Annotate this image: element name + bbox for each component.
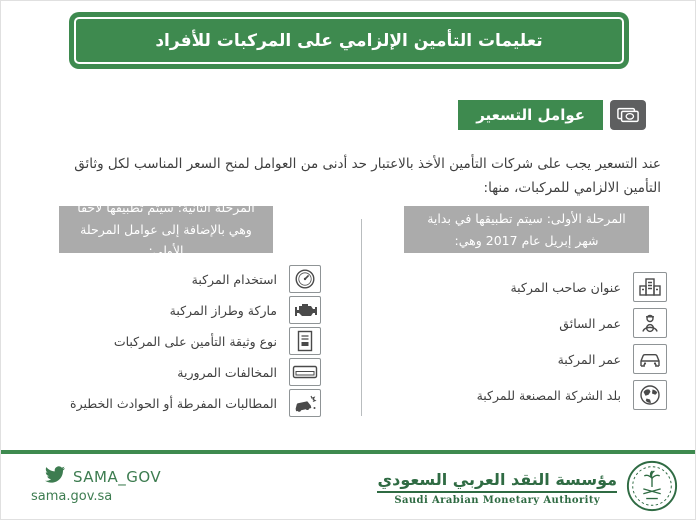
twitter-icon	[45, 466, 65, 487]
list-item: بلد الشركة المصنعة للمركبة	[367, 380, 667, 410]
phase-two-header: المرحلة الثانية: سيتم تطبيقها لاحقاً وهي…	[59, 200, 273, 258]
twitter-handle[interactable]: SAMA_GOV	[73, 467, 162, 486]
factor-label: المخالفات المرورية	[177, 364, 277, 380]
list-item: المطالبات المفرطة أو الحوادث الخطيرة	[21, 389, 321, 417]
page-title: تعليمات التأمين الإلزامي على المركبات لل…	[74, 17, 624, 64]
globe-icon	[633, 380, 667, 410]
factor-label: المطالبات المفرطة أو الحوادث الخطيرة	[70, 395, 277, 411]
section-label: عوامل التسعير	[458, 100, 603, 130]
factor-label: عمر السائق	[559, 315, 621, 331]
car-icon	[633, 344, 667, 374]
list-item: عنوان صاحب المركبة	[367, 272, 667, 302]
building-icon	[633, 272, 667, 302]
document-icon	[289, 327, 321, 355]
list-item: عمر السائق	[367, 308, 667, 338]
website-link[interactable]: sama.gov.sa	[31, 489, 113, 504]
list-item: استخدام المركبة	[21, 265, 321, 293]
factor-label: عمر المركبة	[557, 351, 621, 367]
phase-two-list: استخدام المركبة ماركة وطراز المركبة نوع …	[21, 265, 321, 420]
driver-icon	[633, 308, 667, 338]
sama-emblem-icon	[625, 459, 679, 517]
org-name-arabic: مؤسسة النقد العربي السعودي	[377, 470, 617, 489]
social-block: SAMA_GOV sama.gov.sa	[31, 466, 161, 504]
phase-one-header: المرحلة الأولى: سيتم تطبيقها في بداية شه…	[404, 206, 649, 253]
org-name-english: Saudi Arabian Monetary Authority	[377, 491, 617, 506]
factor-label: استخدام المركبة	[191, 271, 277, 287]
sama-logo: مؤسسة النقد العربي السعودي Saudi Arabian…	[377, 459, 679, 517]
engine-icon	[289, 296, 321, 324]
pricing-factors-section: عوامل التسعير	[458, 100, 646, 130]
factor-label: بلد الشركة المصنعة للمركبة	[476, 387, 621, 403]
factor-label: عنوان صاحب المركبة	[510, 279, 621, 295]
title-banner: تعليمات التأمين الإلزامي على المركبات لل…	[69, 12, 629, 69]
footer-divider	[1, 450, 695, 454]
speedometer-icon	[289, 265, 321, 293]
list-item: ماركة وطراز المركبة	[21, 296, 321, 324]
list-item: نوع وثيقة التأمين على المركبات	[21, 327, 321, 355]
phase-one-list: عنوان صاحب المركبة عمر السائق	[367, 272, 667, 416]
list-item: المخالفات المرورية	[21, 358, 321, 386]
list-item: عمر المركبة	[367, 344, 667, 374]
crashed-car-icon	[289, 389, 321, 417]
factor-label: ماركة وطراز المركبة	[169, 302, 277, 318]
license-plate-icon	[289, 358, 321, 386]
intro-paragraph: عند التسعير يجب على شركات التأمين الأخذ …	[74, 155, 661, 196]
column-divider	[361, 219, 362, 416]
money-icon	[610, 100, 646, 130]
factor-label: نوع وثيقة التأمين على المركبات	[113, 333, 277, 349]
